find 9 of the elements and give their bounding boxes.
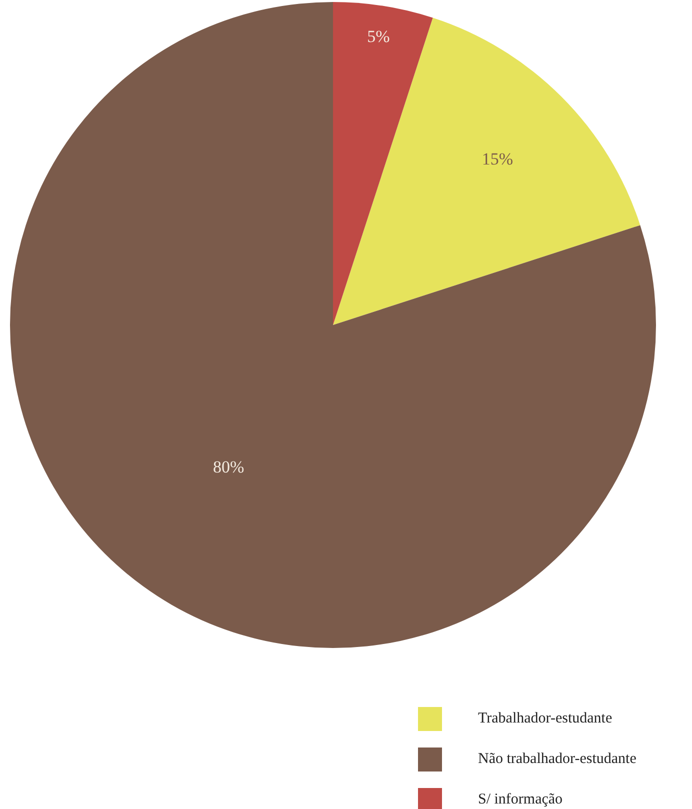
legend-label: Não trabalhador-estudante: [478, 750, 637, 767]
data-label: 80%: [212, 458, 244, 477]
pie-slice: [333, 18, 640, 325]
pie-slice: [333, 2, 433, 325]
legend-label: Trabalhador-estudante: [478, 710, 612, 726]
data-label: 15%: [482, 149, 514, 168]
pie-slice: [10, 2, 656, 648]
data-label: 5%: [367, 26, 390, 46]
legend-label: S/ informação: [478, 791, 563, 808]
